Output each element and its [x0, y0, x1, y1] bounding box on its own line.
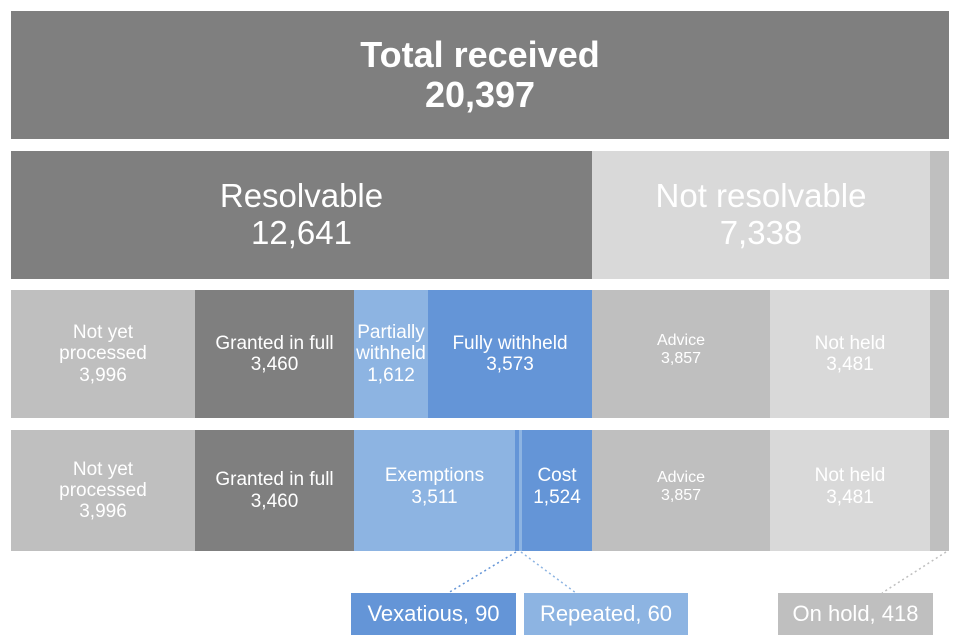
resolvable-block: Resolvable 12,641	[11, 151, 592, 279]
vexatious-callout: Vexatious, 90	[351, 593, 516, 635]
on-hold-sliver-row3	[930, 290, 949, 418]
vexatious-connector	[447, 551, 517, 594]
not-resolvable-value: 7,338	[719, 214, 803, 251]
row4-cost-block: Cost 1,524	[522, 430, 592, 551]
on-hold-connector	[881, 551, 947, 594]
on-hold-callout: On hold, 418	[778, 593, 933, 635]
row3-not-yet-processed-value: 3,996	[79, 364, 127, 386]
row3-advice-block: Advice 3,857	[592, 290, 770, 418]
row3-granted-in-full-value: 3,460	[250, 354, 299, 375]
resolvable-value: 12,641	[251, 214, 352, 251]
row3-fully-withheld-value: 3,573	[486, 354, 534, 375]
row4-advice-value: 3,857	[660, 486, 702, 504]
row3-fully-withheld-label: Fully withheld	[452, 332, 568, 354]
repeated-callout: Repeated, 60	[524, 593, 688, 635]
total-received-label: Total received	[360, 33, 600, 75]
row4-not-held-value: 3,481	[826, 486, 874, 508]
row3-advice-value: 3,857	[660, 350, 702, 367]
row3-fully-withheld-block: Fully withheld 3,573	[428, 290, 592, 418]
row4-cost-value: 1,524	[533, 486, 581, 508]
row3-not-held-block: Not held 3,481	[770, 290, 930, 418]
total-received-block: Total received 20,397	[11, 11, 949, 139]
row4-exemptions-value: 3,511	[411, 486, 458, 508]
total-received-value: 20,397	[424, 74, 536, 115]
row4-not-yet-processed-block: Not yet processed 3,996	[11, 430, 195, 551]
resolvable-label: Resolvable	[219, 177, 384, 215]
vexatious-sliver	[515, 430, 519, 551]
row3-not-yet-processed-block: Not yet processed 3,996	[11, 290, 195, 418]
row4-exemptions-block: Exemptions 3,511	[354, 430, 515, 551]
row4-granted-in-full-block: Granted in full 3,460	[195, 430, 354, 551]
repeated-sliver	[519, 430, 522, 551]
row4-granted-in-full-value: 3,460	[250, 490, 299, 512]
row4-cost-label: Cost	[537, 465, 577, 487]
row3-not-held-value: 3,481	[826, 354, 874, 375]
row3-granted-in-full-label: Granted in full	[215, 332, 334, 354]
row3-not-yet-processed-label: Not yet processed	[59, 322, 147, 365]
row3-not-held-label: Not held	[814, 332, 886, 354]
repeated-connector	[520, 551, 577, 594]
row3-partially-withheld-value: 1,612	[367, 364, 415, 386]
row3-granted-in-full-block: Granted in full 3,460	[195, 290, 354, 418]
row3-advice-label: Advice	[656, 332, 706, 350]
row4-not-yet-processed-label: Not yet processed	[59, 458, 147, 501]
row4-not-held-block: Not held 3,481	[770, 430, 930, 551]
on-hold-sliver-row4	[930, 430, 949, 551]
not-resolvable-label: Not resolvable	[655, 177, 867, 215]
row4-exemptions-label: Exemptions	[384, 465, 485, 487]
row3-partially-withheld-block: Partially withheld 1,612	[354, 290, 428, 418]
row4-granted-in-full-label: Granted in full	[215, 469, 334, 491]
on-hold-sliver-row2	[930, 151, 949, 279]
row4-advice-label: Advice	[656, 468, 706, 486]
row4-advice-block: Advice 3,857	[592, 430, 770, 551]
row3-partially-withheld-label: Partially withheld	[356, 322, 426, 365]
row4-not-yet-processed-value: 3,996	[79, 501, 127, 523]
row4-not-held-label: Not held	[814, 465, 886, 487]
not-resolvable-block: Not resolvable 7,338	[592, 151, 930, 279]
